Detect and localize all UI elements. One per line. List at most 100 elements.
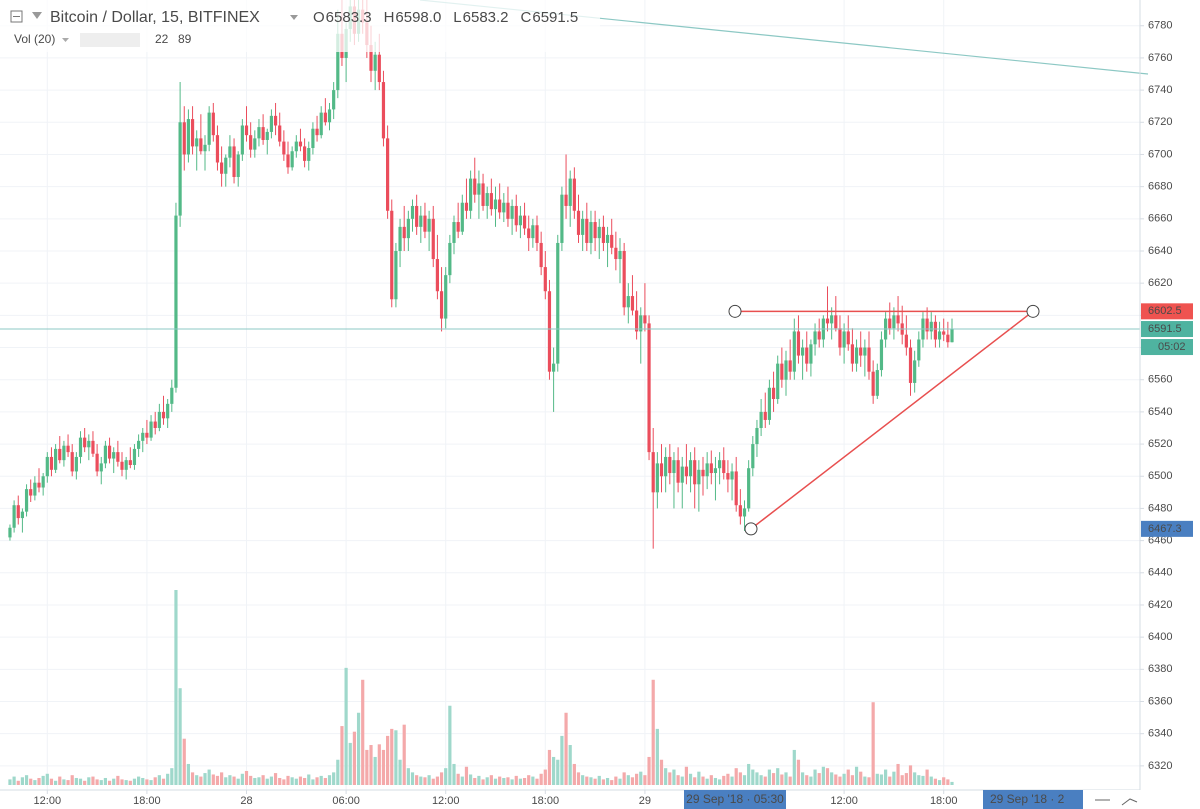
volume-bar xyxy=(257,777,261,785)
candle-body xyxy=(904,334,908,348)
volume-bar xyxy=(431,778,435,785)
candle-body xyxy=(369,45,373,71)
volume-ma: 89 xyxy=(178,32,192,46)
candle-body xyxy=(398,226,402,251)
volume-bar xyxy=(539,773,543,785)
volume-bar xyxy=(531,776,535,785)
candle-body xyxy=(688,460,693,477)
volume-bar xyxy=(875,773,879,785)
y-tick-label: 6380 xyxy=(1148,663,1172,675)
volume-bar xyxy=(352,731,357,785)
candle-body xyxy=(780,363,784,380)
volume-bar xyxy=(933,778,938,785)
support-line xyxy=(750,310,1034,530)
volume-bar xyxy=(361,679,365,785)
price-label-bg xyxy=(1141,520,1193,537)
candle-body xyxy=(776,363,780,400)
candle-body xyxy=(718,460,722,469)
volume-bar xyxy=(884,769,888,785)
candle-body xyxy=(481,183,485,206)
volume-bar xyxy=(220,772,224,785)
volume-bar xyxy=(178,688,182,785)
candle-body xyxy=(253,138,257,150)
candle-body xyxy=(423,215,427,232)
volume-bar xyxy=(680,776,684,785)
candle-body xyxy=(58,448,62,461)
candle-body xyxy=(751,444,755,469)
volume-bar xyxy=(925,769,929,785)
volume-bar xyxy=(215,775,220,785)
volume-bar xyxy=(676,775,680,785)
volume-bar xyxy=(547,749,552,785)
symbol-menu-icon[interactable] xyxy=(32,12,42,19)
candle-body xyxy=(630,296,635,311)
candle-body xyxy=(311,128,315,149)
volume-bar xyxy=(697,771,701,785)
volume-dropdown[interactable] xyxy=(62,38,69,42)
collapse-icon[interactable] xyxy=(10,10,23,23)
candle-body xyxy=(937,331,942,340)
draw-icon[interactable] xyxy=(1121,798,1138,806)
candle-body xyxy=(439,291,444,319)
volume-bar xyxy=(132,778,137,785)
volume-bar xyxy=(315,777,319,785)
candle-body xyxy=(290,151,294,168)
candle-body xyxy=(87,440,91,448)
candle-body xyxy=(564,194,568,206)
volume-bar xyxy=(419,776,423,785)
candle-body xyxy=(415,205,419,227)
volume-bar xyxy=(228,775,232,785)
y-tick-label: 6520 xyxy=(1148,438,1172,450)
candle-body xyxy=(834,315,838,329)
volume-bar xyxy=(24,775,29,785)
candle-body xyxy=(514,205,518,226)
volume-bar xyxy=(307,774,311,785)
candle-body xyxy=(933,321,938,340)
symbol-dropdown[interactable] xyxy=(290,15,298,20)
candle-body xyxy=(62,445,66,461)
volume-bar xyxy=(170,768,174,785)
candle-body xyxy=(493,199,498,210)
volume-bar xyxy=(751,769,755,785)
ohlc-prefix: L xyxy=(453,9,461,26)
candle-body xyxy=(697,469,701,485)
volume-bar xyxy=(199,776,203,785)
volume-bar xyxy=(643,775,647,785)
volume-bar xyxy=(506,777,510,785)
candle-body xyxy=(224,157,228,174)
candle-body xyxy=(460,202,464,232)
volume-bar xyxy=(141,777,145,785)
y-tick-label: 6460 xyxy=(1148,535,1172,547)
volume-bar xyxy=(439,772,444,785)
volume-bar xyxy=(124,780,128,785)
volume-bar xyxy=(726,773,730,785)
volume-bar xyxy=(817,773,821,785)
volume-bar xyxy=(738,772,742,785)
volume-tools[interactable] xyxy=(80,33,140,47)
candle-body xyxy=(8,527,12,538)
candle-body xyxy=(664,456,668,477)
candle-body xyxy=(929,321,933,332)
candle-body xyxy=(668,456,672,474)
candle-body xyxy=(182,122,186,155)
candle-body xyxy=(394,250,398,300)
volume-bar xyxy=(730,776,734,785)
volume-bar xyxy=(12,776,16,785)
volume-bar xyxy=(564,712,568,785)
volume-bar xyxy=(149,780,153,785)
volume-bar xyxy=(45,773,49,785)
candle-body xyxy=(477,183,481,195)
volume-bar xyxy=(585,776,589,785)
candle-body xyxy=(37,482,41,488)
candle-body xyxy=(452,222,456,243)
candle-body xyxy=(846,331,850,345)
volume-bar xyxy=(942,777,946,785)
volume-bar xyxy=(838,776,842,785)
volume-bar xyxy=(211,774,215,785)
crosshair-time-bg xyxy=(983,790,1083,809)
candle-body xyxy=(651,452,655,493)
volume-bar xyxy=(518,778,523,785)
candle-body xyxy=(871,371,875,396)
volume-bar xyxy=(647,756,651,785)
